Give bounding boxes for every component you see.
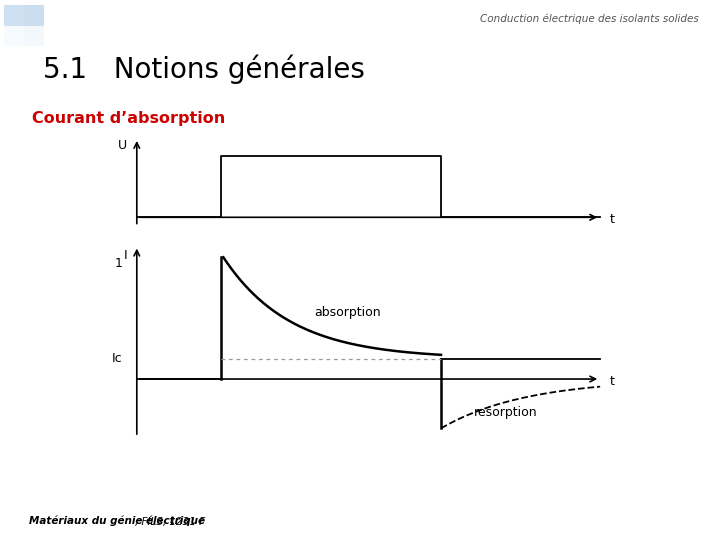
Text: absorption: absorption xyxy=(315,306,382,319)
Text: t: t xyxy=(610,375,614,388)
Text: Courant d’absorption: Courant d’absorption xyxy=(32,111,225,126)
Text: , FILS, 1231 F: , FILS, 1231 F xyxy=(135,516,205,526)
Text: 5.1   Notions générales: 5.1 Notions générales xyxy=(43,54,365,84)
Text: Matériaux du génie électrique: Matériaux du génie électrique xyxy=(29,516,204,526)
Text: Conduction électrique des isolants solides: Conduction électrique des isolants solid… xyxy=(480,14,698,24)
Text: t: t xyxy=(610,213,614,226)
Text: resorption: resorption xyxy=(474,406,537,419)
Text: U: U xyxy=(118,139,127,152)
Text: Ic: Ic xyxy=(112,352,122,365)
Text: 1: 1 xyxy=(115,256,122,269)
Text: I: I xyxy=(124,248,127,261)
